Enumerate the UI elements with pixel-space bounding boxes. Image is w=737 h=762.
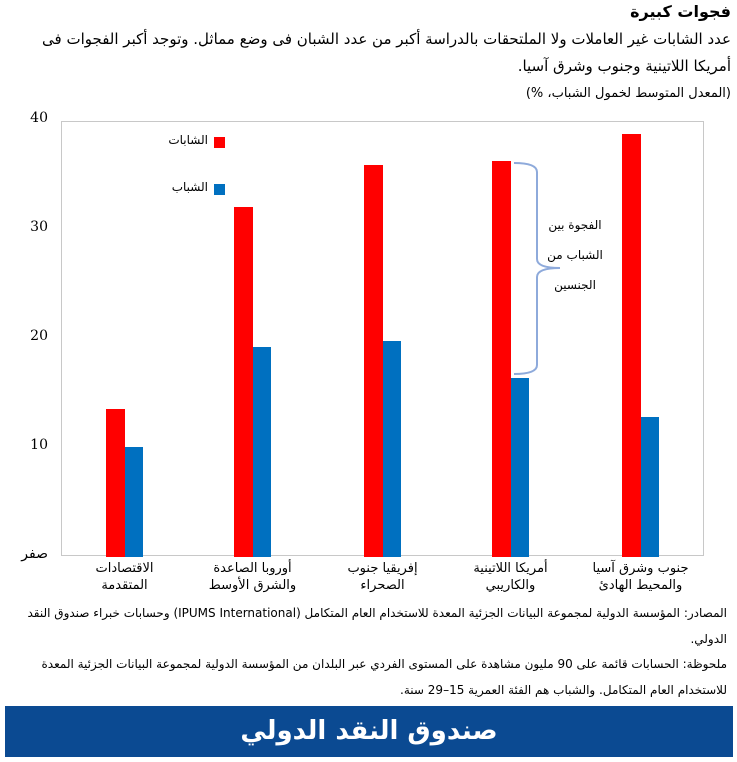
x-tick-label: جنوب وشرق آسيا والمحيط الهادئ <box>592 561 689 593</box>
legend-swatch <box>214 184 225 195</box>
x-tick-label: الاقتصادات المتقدمة <box>95 561 154 593</box>
x-tick-label: إفريقيا جنوب الصحراء <box>347 561 418 593</box>
y-tick-label: 10 <box>30 437 48 453</box>
bar-women <box>234 207 253 557</box>
y-tick-label: صفر <box>21 546 48 562</box>
unit-label: (المعدل المتوسط لخمول الشباب، %) <box>525 86 731 101</box>
imf-banner: صندوق النقد الدولي <box>5 706 733 757</box>
bar-women <box>364 164 383 557</box>
footnote: ملحوظة: الحسابات قائمة على 90 مليون مشاه… <box>41 657 728 697</box>
bar-men <box>640 417 659 557</box>
legend-label: الشابات <box>168 133 208 147</box>
bar-women <box>106 408 125 557</box>
gap-brace-icon <box>513 162 561 375</box>
x-tick-label: أمريكا اللاتينية والكاريبي <box>473 561 548 593</box>
chart-title: فجوات كبيرة <box>630 2 731 21</box>
legend-swatch <box>214 137 225 148</box>
sources-note: المصادر: المؤسسة الدولية لمجموعة البيانا… <box>27 606 727 646</box>
y-tick-label: 20 <box>30 328 48 344</box>
bar-men <box>252 346 271 557</box>
bar-women <box>622 134 641 557</box>
y-tick-label: 40 <box>30 110 48 126</box>
y-tick-label: 30 <box>30 219 48 235</box>
bar-men <box>382 341 401 557</box>
legend-label: الشباب <box>171 180 208 194</box>
gap-annotation: الفجوة بين الشباب من الجنسين <box>547 218 603 292</box>
bar-women <box>492 161 511 557</box>
bar-men <box>510 378 529 557</box>
bar-men <box>124 446 143 557</box>
chart-subtitle: عدد الشابات غير العاملات ولا الملتحقات ب… <box>42 30 731 75</box>
x-tick-label: أوروبا الصاعدة والشرق الأوسط <box>208 561 297 593</box>
